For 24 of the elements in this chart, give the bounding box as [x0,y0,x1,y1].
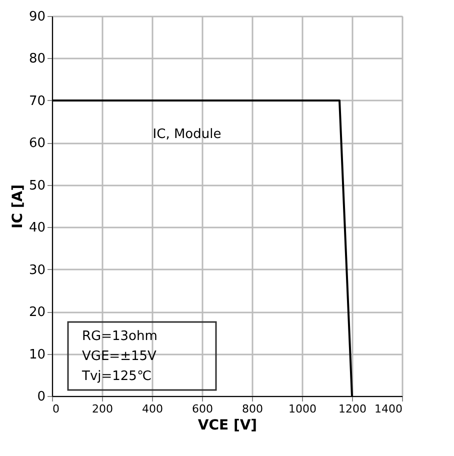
y-tick-label: 40 [28,220,46,236]
y-tick-label: 80 [28,52,46,67]
x-tick-label: 800 [242,402,263,416]
y-tick-label: 10 [28,347,46,362]
y-tick-label: 70 [28,94,46,109]
x-tick-label: 0 [52,402,60,416]
annotation: RG=13ohm [82,329,158,344]
x-tick-label: 1200 [338,402,366,416]
x-axis-title: VCE [V] [198,418,258,434]
annotation: VGE=±15V [82,349,157,364]
x-tick-label: 1000 [288,402,316,416]
y-tick-label: 60 [28,136,46,152]
y-axis-title: IC [A] [10,184,26,228]
x-tick-label: 400 [142,402,163,416]
y-tick-label: 0 [37,390,46,404]
y-tick-label: 90 [28,10,46,24]
x-tick-label: 600 [192,402,213,416]
y-tick-label: 50 [28,178,46,194]
annotation: IC, Module [152,127,222,142]
y-tick-label: 30 [28,262,46,278]
x-tick-label: 1400 [374,402,402,416]
y-tick-label: 20 [28,305,46,320]
annotation: Tvj=125℃ [81,369,152,384]
x-tick-label: 200 [92,402,113,416]
